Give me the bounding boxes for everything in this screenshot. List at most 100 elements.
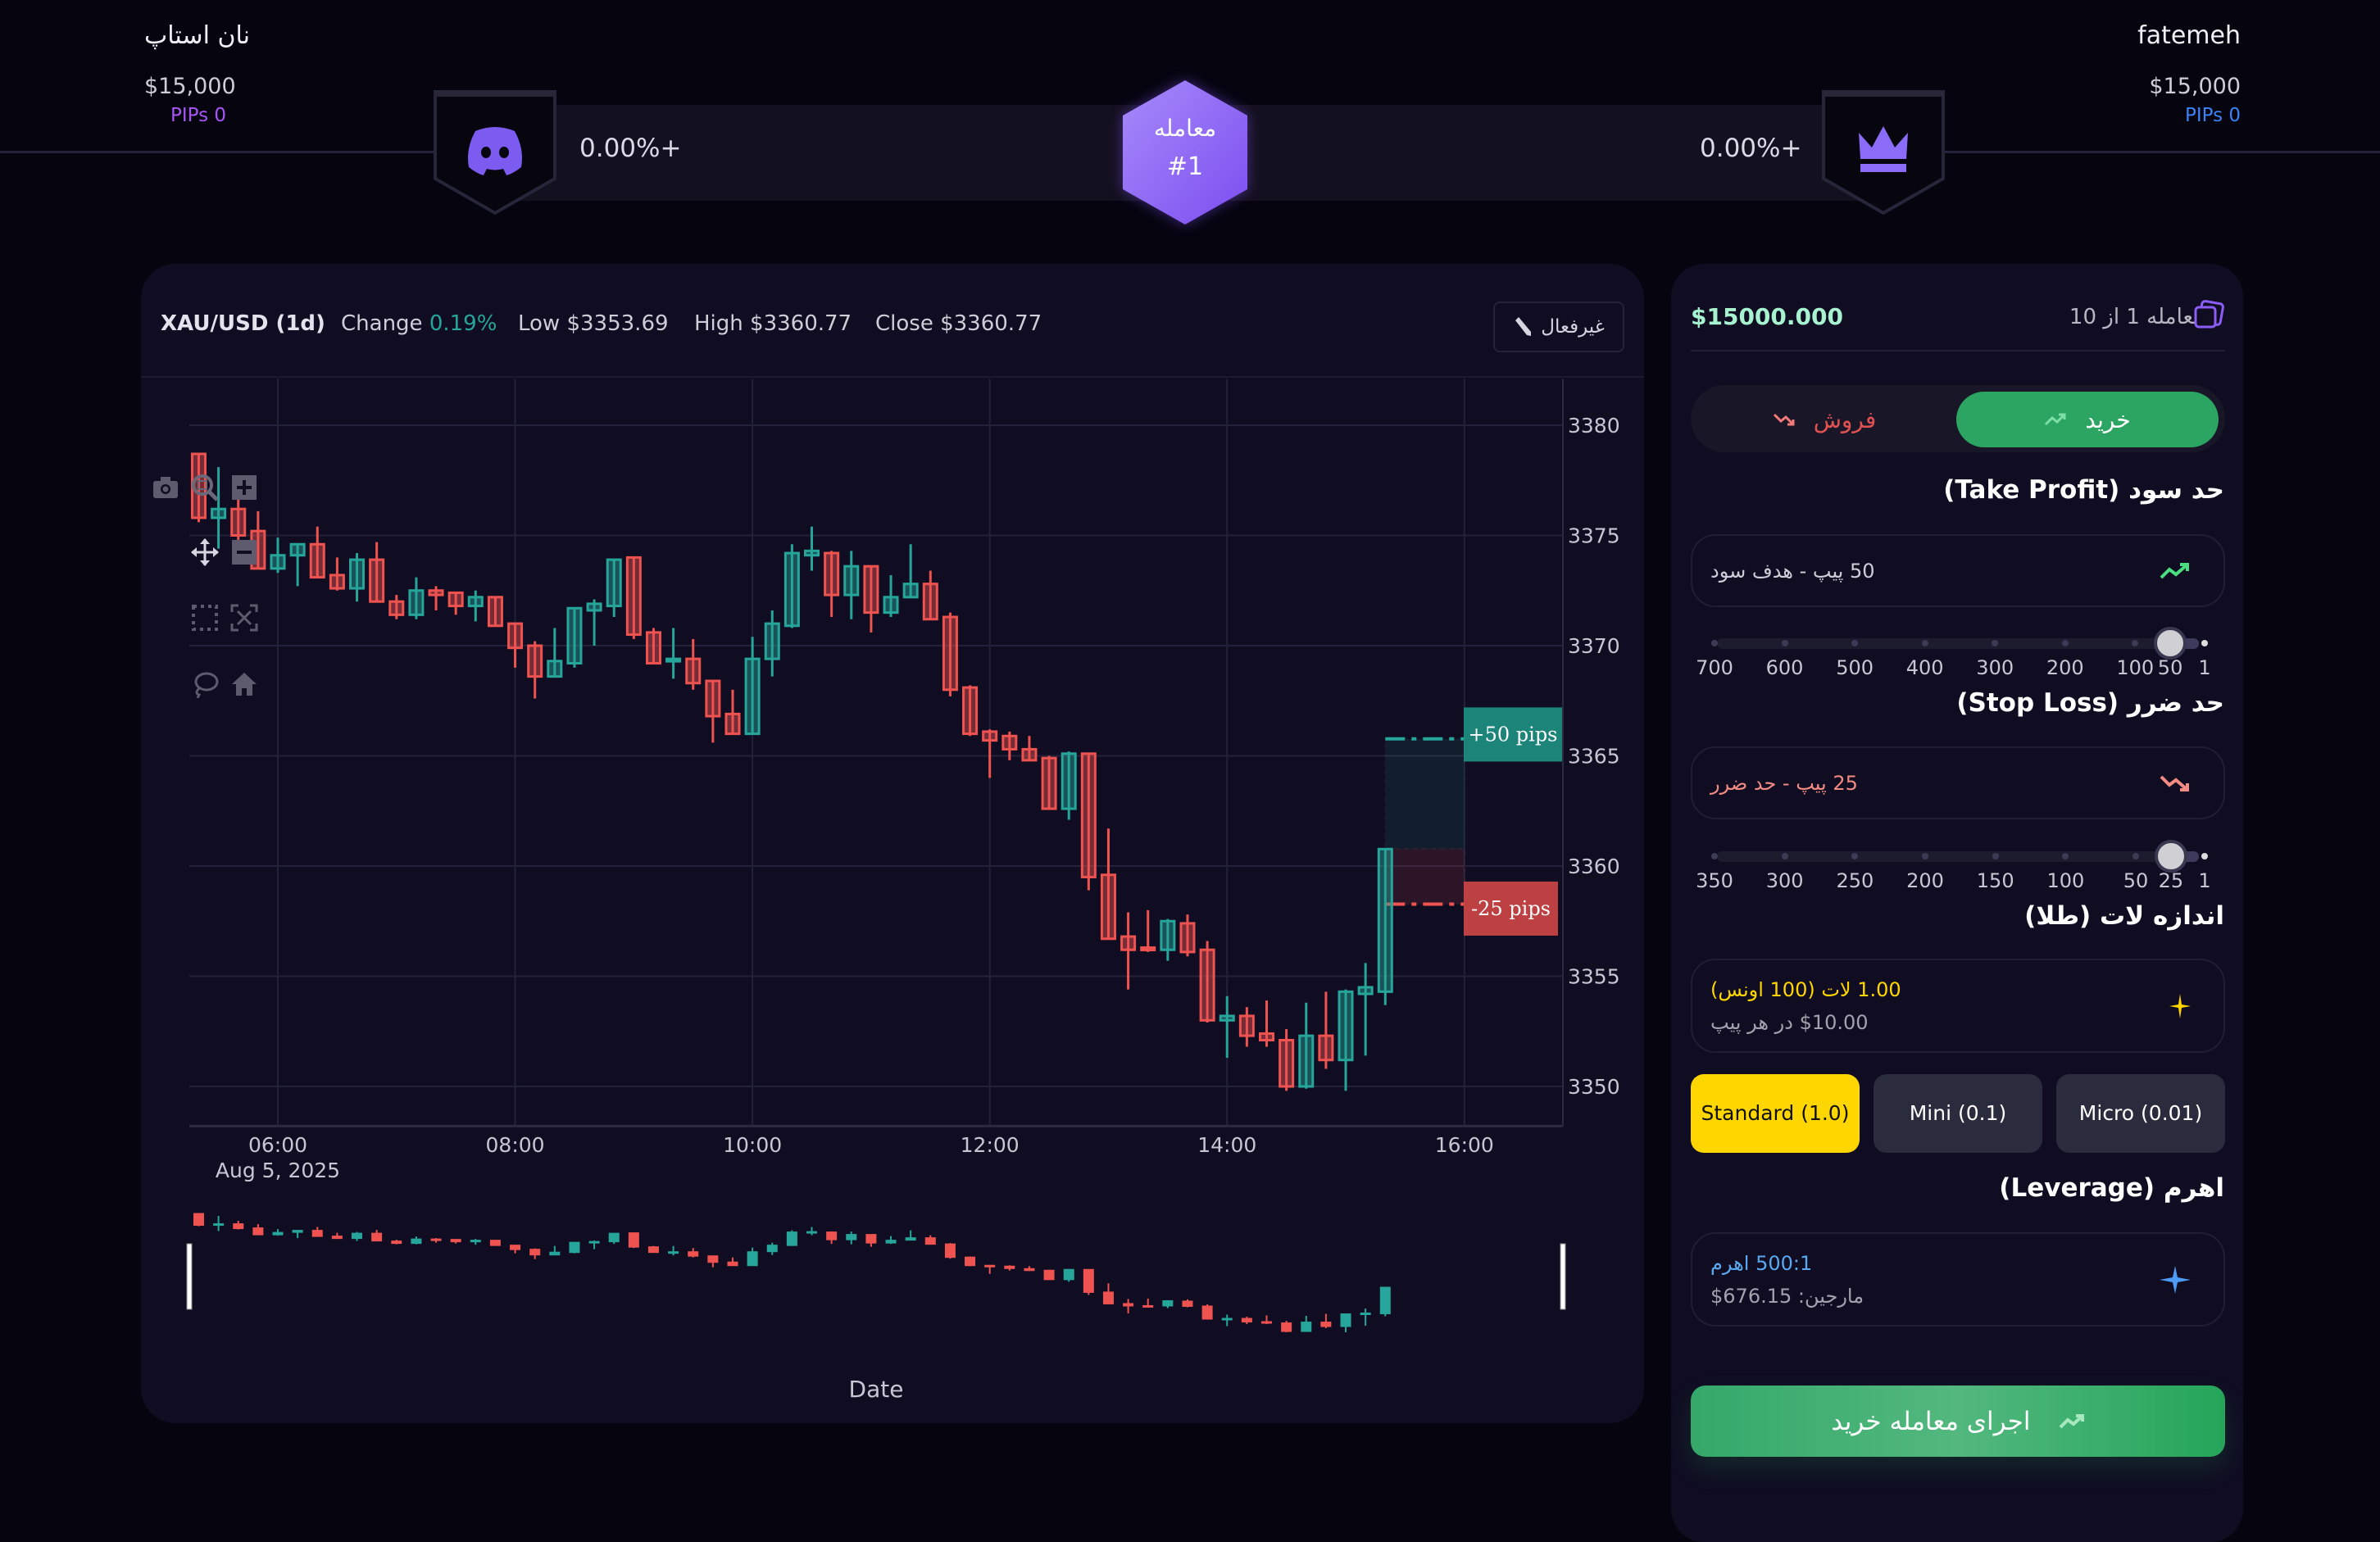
rangeslider-candle xyxy=(391,1240,402,1245)
autoscale-icon[interactable] xyxy=(230,604,258,632)
slider-mark xyxy=(1921,640,1928,646)
lot-standard-button[interactable]: Standard (1.0) xyxy=(1691,1074,1860,1153)
right-player-pips: PIPs 0 xyxy=(2184,105,2241,126)
right-player-shield xyxy=(1822,90,1945,215)
trending-up-icon xyxy=(2059,1413,2084,1428)
y-tick-label: 3380 xyxy=(1568,414,1620,438)
candle xyxy=(329,557,345,591)
candle xyxy=(1080,752,1097,891)
slider-mark xyxy=(2201,640,2208,646)
zoom-out-icon[interactable] xyxy=(230,538,258,566)
rangeslider-candle xyxy=(1320,1313,1332,1329)
rangeslider-candle xyxy=(1004,1265,1015,1271)
candle xyxy=(764,610,780,677)
stop-loss-label: -25 pips xyxy=(1464,881,1558,936)
slider-mark xyxy=(2201,853,2208,859)
rangeslider-candle xyxy=(292,1230,303,1239)
candle xyxy=(804,526,820,571)
rangeslider-candle xyxy=(905,1230,916,1241)
camera-icon[interactable] xyxy=(152,474,179,501)
candle xyxy=(408,577,425,619)
buy-label: خرید xyxy=(2085,406,2131,433)
stop-loss-slider[interactable] xyxy=(1709,840,2209,873)
rangeslider-candle xyxy=(1182,1299,1193,1308)
candle xyxy=(863,565,879,633)
rangeslider-right-handle[interactable] xyxy=(1560,1243,1566,1310)
discord-icon xyxy=(468,127,522,175)
candle xyxy=(1199,941,1215,1023)
rangeslider-candle xyxy=(984,1264,996,1274)
slider-track[interactable] xyxy=(1717,638,2199,649)
sell-label: فروش xyxy=(1813,406,1877,433)
rangeslider-candle xyxy=(510,1245,521,1254)
stop-loss-value: 25 پیپ - حد ضرر xyxy=(1710,771,1858,795)
lot-mini-button[interactable]: Mini (0.1) xyxy=(1874,1074,2042,1153)
rangeslider-candle xyxy=(450,1239,461,1244)
rangeslider-candle xyxy=(1281,1321,1292,1333)
candle xyxy=(566,606,583,668)
rangeslider-candle xyxy=(193,1213,204,1227)
drawing-toggle-button[interactable]: غیرفعال xyxy=(1493,302,1624,352)
slider-mark xyxy=(1711,640,1718,646)
slider-label: 100 xyxy=(2116,656,2155,679)
slider-label: 50 xyxy=(2157,656,2183,679)
left-player-pips: PIPs 0 xyxy=(170,105,227,126)
candle xyxy=(645,628,661,665)
x-tick-label: 06:00 xyxy=(248,1133,307,1157)
candle xyxy=(467,590,484,622)
slider-track[interactable] xyxy=(1717,851,2199,862)
chart-symbol: XAU/USD (1d) xyxy=(161,311,325,336)
slider-label: 100 xyxy=(2046,869,2085,892)
slider-label: 150 xyxy=(1976,869,2014,892)
lot-size-box: 1.00 لات (100 اونس) $10.00 در هر پیپ xyxy=(1691,959,2225,1053)
slider-thumb[interactable] xyxy=(2154,627,2187,660)
lot-micro-button[interactable]: Micro (0.01) xyxy=(2056,1074,2225,1153)
home-icon[interactable] xyxy=(230,670,258,698)
lasso-icon[interactable] xyxy=(191,670,219,698)
candle xyxy=(388,595,405,619)
candle xyxy=(428,586,444,610)
rangeslider-candle xyxy=(430,1238,442,1243)
candle xyxy=(1160,918,1176,961)
stop-loss-box: 25 پیپ - حد ضرر xyxy=(1691,746,2225,819)
take-profit-box: 50 پیپ - هدف سود xyxy=(1691,534,2225,607)
zoom-in-icon[interactable] xyxy=(230,474,258,501)
rangeslider-candle xyxy=(470,1239,481,1245)
box-select-icon[interactable] xyxy=(191,604,219,632)
candle xyxy=(230,493,247,540)
y-tick-label: 3375 xyxy=(1568,524,1620,548)
rangeslider-candle xyxy=(411,1236,422,1245)
chart-change: Change 0.19% xyxy=(341,311,497,336)
slider-thumb[interactable] xyxy=(2154,840,2187,873)
rangeslider-candle xyxy=(1162,1299,1174,1308)
slider-label: 700 xyxy=(1696,656,1733,679)
rangeslider-candle xyxy=(233,1221,244,1230)
zoom-icon[interactable] xyxy=(191,474,219,501)
rangeslider-candle xyxy=(489,1240,501,1246)
slider-label: 50 xyxy=(2123,869,2149,892)
cards-icon xyxy=(2194,300,2224,329)
svg-text:-25 pips: -25 pips xyxy=(1471,897,1551,920)
rangeslider-candle xyxy=(331,1232,343,1240)
sell-button[interactable]: فروش xyxy=(1697,392,1951,447)
stop-loss-title: حد ضرر (Stop Loss) xyxy=(1956,688,2224,718)
rangeslider-candle xyxy=(647,1245,659,1254)
buy-button[interactable]: خرید xyxy=(1956,392,2219,447)
candle xyxy=(724,689,741,736)
take-profit-slider[interactable] xyxy=(1709,627,2209,660)
candle xyxy=(665,628,682,679)
trending-down-icon xyxy=(1773,413,1795,426)
lot-size-value: 1.00 لات (100 اونس) xyxy=(1710,977,1901,1001)
rangeslider-left-handle[interactable] xyxy=(186,1243,193,1310)
execute-trade-button[interactable]: اجرای معامله خرید xyxy=(1691,1386,2225,1457)
pan-icon[interactable] xyxy=(191,538,219,566)
change-value: 0.19% xyxy=(429,311,497,336)
margin-value: مارجین: 676.15$ xyxy=(1710,1284,1864,1308)
slider-label: 200 xyxy=(2046,656,2084,679)
rangeslider-candle xyxy=(786,1230,797,1246)
candle xyxy=(507,622,524,668)
rangeslider-candle xyxy=(668,1245,679,1256)
take-profit-title: حد سود (Take Profit) xyxy=(1943,475,2224,505)
slider-mark xyxy=(1851,853,1859,859)
